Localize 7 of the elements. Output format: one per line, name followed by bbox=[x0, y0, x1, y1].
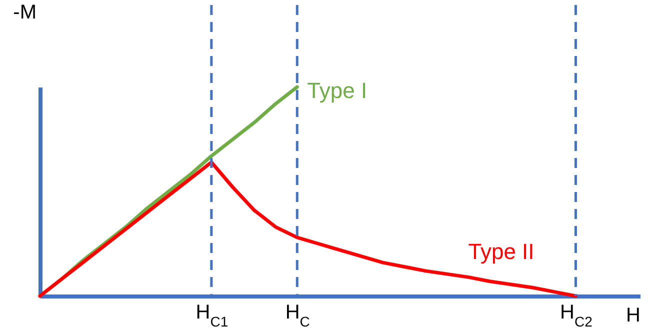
x-tick-label: H$_{C2}$ bbox=[560, 302, 593, 330]
x-tick-label: H$_{C1}$ bbox=[196, 302, 228, 330]
x-axis-title: H bbox=[626, 304, 640, 326]
y-axis-title: -M bbox=[13, 2, 36, 24]
series-label: Type I bbox=[307, 78, 368, 103]
x-tick-label: H$_{C}$ bbox=[285, 302, 310, 330]
series-label: Type II bbox=[468, 238, 534, 264]
